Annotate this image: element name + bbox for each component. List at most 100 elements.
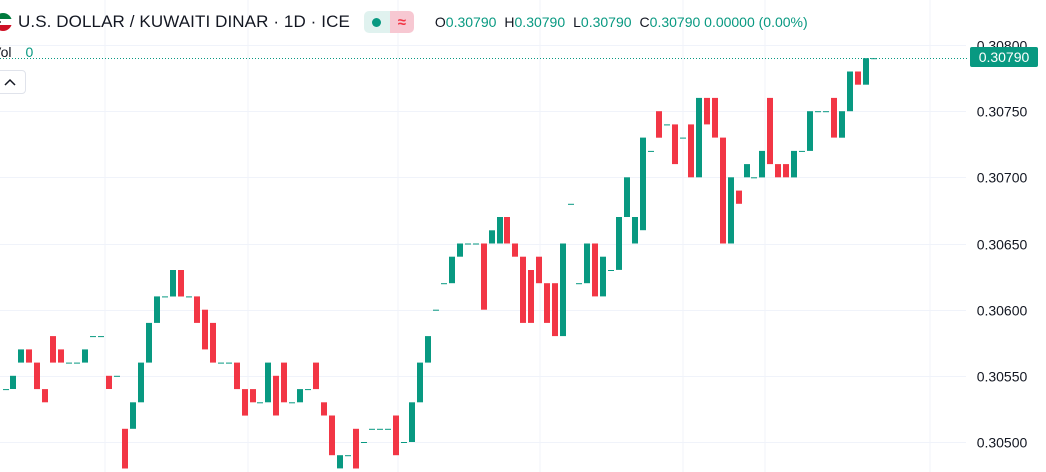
candle-up bbox=[417, 362, 423, 403]
market-status-group[interactable]: ≈ bbox=[363, 11, 414, 33]
y-axis-tick-label: 0.30550 bbox=[977, 369, 1028, 385]
candle-down bbox=[504, 217, 510, 244]
candle-down bbox=[688, 124, 694, 178]
candle-down bbox=[202, 309, 208, 350]
candle-down bbox=[544, 283, 550, 323]
candle-down bbox=[481, 243, 487, 310]
candle-down bbox=[50, 336, 56, 363]
candle-up bbox=[425, 336, 431, 363]
candle-up bbox=[871, 58, 877, 60]
candle-up bbox=[696, 97, 702, 178]
candle-up bbox=[560, 243, 566, 337]
collapse-legend-button[interactable] bbox=[0, 70, 26, 94]
volume-label: Vol bbox=[0, 44, 12, 60]
candle-up bbox=[624, 177, 630, 217]
candle-up bbox=[114, 375, 120, 377]
candle-up bbox=[146, 322, 152, 363]
candle-up bbox=[257, 402, 263, 404]
candle-down bbox=[242, 389, 248, 416]
candle-down bbox=[831, 97, 837, 138]
candle-down bbox=[234, 362, 240, 390]
candle-down bbox=[704, 97, 710, 125]
candle-up bbox=[289, 402, 295, 404]
candle-up bbox=[82, 349, 88, 363]
candle-up bbox=[66, 362, 72, 364]
candle-up bbox=[648, 150, 654, 152]
candle-down bbox=[512, 243, 518, 257]
candle-up bbox=[305, 389, 311, 391]
candle-up bbox=[345, 455, 351, 457]
candle-up bbox=[10, 375, 16, 389]
y-axis-tick-label: 0.30650 bbox=[977, 237, 1028, 253]
candle-up bbox=[497, 217, 503, 244]
candle-up bbox=[664, 124, 670, 126]
candle-up bbox=[632, 217, 638, 244]
candle-up bbox=[449, 256, 455, 284]
candle-up bbox=[337, 455, 343, 469]
usd-kwd-flag-icon bbox=[0, 13, 12, 31]
candle-down bbox=[329, 415, 335, 456]
ohlc-close-change: C0.30790 0.00000 (0.00%) bbox=[639, 14, 808, 30]
candle-up bbox=[369, 428, 375, 430]
candle-up bbox=[409, 402, 415, 442]
candle-up bbox=[751, 177, 757, 179]
y-axis-tick-label: 0.30500 bbox=[977, 435, 1028, 451]
candle-up bbox=[186, 296, 192, 298]
candle-down bbox=[273, 375, 279, 416]
candle-down bbox=[122, 428, 128, 469]
candle-up bbox=[218, 362, 224, 364]
candle-up bbox=[90, 336, 96, 338]
candle-up bbox=[3, 389, 9, 391]
candle-up bbox=[170, 270, 176, 297]
candle-up bbox=[361, 442, 367, 443]
candle-down bbox=[528, 270, 534, 323]
candle-down bbox=[194, 296, 200, 323]
candle-up bbox=[98, 336, 104, 338]
candle-down bbox=[592, 243, 598, 297]
candle-down bbox=[775, 164, 781, 178]
candle-up bbox=[600, 256, 606, 297]
candle-up bbox=[576, 283, 582, 285]
candle-up bbox=[616, 217, 622, 270]
candle-up bbox=[265, 362, 271, 403]
y-axis-tick-label: 0.30600 bbox=[977, 303, 1028, 319]
candle-up bbox=[401, 442, 407, 443]
candle-up bbox=[680, 137, 686, 139]
candle-down bbox=[855, 71, 861, 85]
candle-down bbox=[783, 164, 789, 178]
ohlc-legend: O0.30790 H0.30790 L0.30790 C0.30790 0.00… bbox=[435, 14, 808, 30]
candle-down bbox=[313, 362, 319, 390]
candle-up bbox=[154, 296, 160, 323]
candle-down bbox=[58, 349, 64, 363]
candle-down bbox=[210, 322, 216, 363]
ohlc-low: L0.30790 bbox=[573, 14, 632, 30]
candle-up bbox=[465, 243, 471, 245]
candle-up bbox=[162, 296, 168, 298]
candle-up bbox=[138, 362, 144, 403]
candle-down bbox=[393, 415, 399, 456]
candle-up bbox=[385, 428, 391, 430]
candle-up bbox=[640, 137, 646, 231]
candle-down bbox=[736, 190, 742, 204]
candle-down bbox=[767, 97, 773, 165]
candle-up bbox=[823, 111, 829, 113]
candle-up bbox=[839, 111, 845, 138]
candle-up bbox=[799, 150, 805, 152]
chevron-up-icon bbox=[4, 78, 16, 86]
candle-up bbox=[863, 58, 869, 85]
candle-down bbox=[250, 389, 256, 403]
y-axis-tick-label: 0.30750 bbox=[977, 104, 1028, 120]
candle-up bbox=[584, 243, 590, 284]
candle-up bbox=[473, 243, 479, 245]
candle-down bbox=[106, 375, 112, 389]
candle-up bbox=[130, 402, 136, 429]
market-open-status-icon[interactable] bbox=[363, 11, 390, 33]
ohlc-open: O0.30790 bbox=[434, 14, 497, 30]
candle-down bbox=[281, 362, 287, 403]
candle-up bbox=[744, 164, 750, 178]
candle-up bbox=[457, 243, 463, 257]
candle-up bbox=[226, 362, 232, 364]
symbol-title[interactable]: U.S. DOLLAR / KUWAITI DINAR · 1D · ICE bbox=[18, 12, 350, 31]
delayed-data-icon[interactable]: ≈ bbox=[389, 11, 414, 33]
